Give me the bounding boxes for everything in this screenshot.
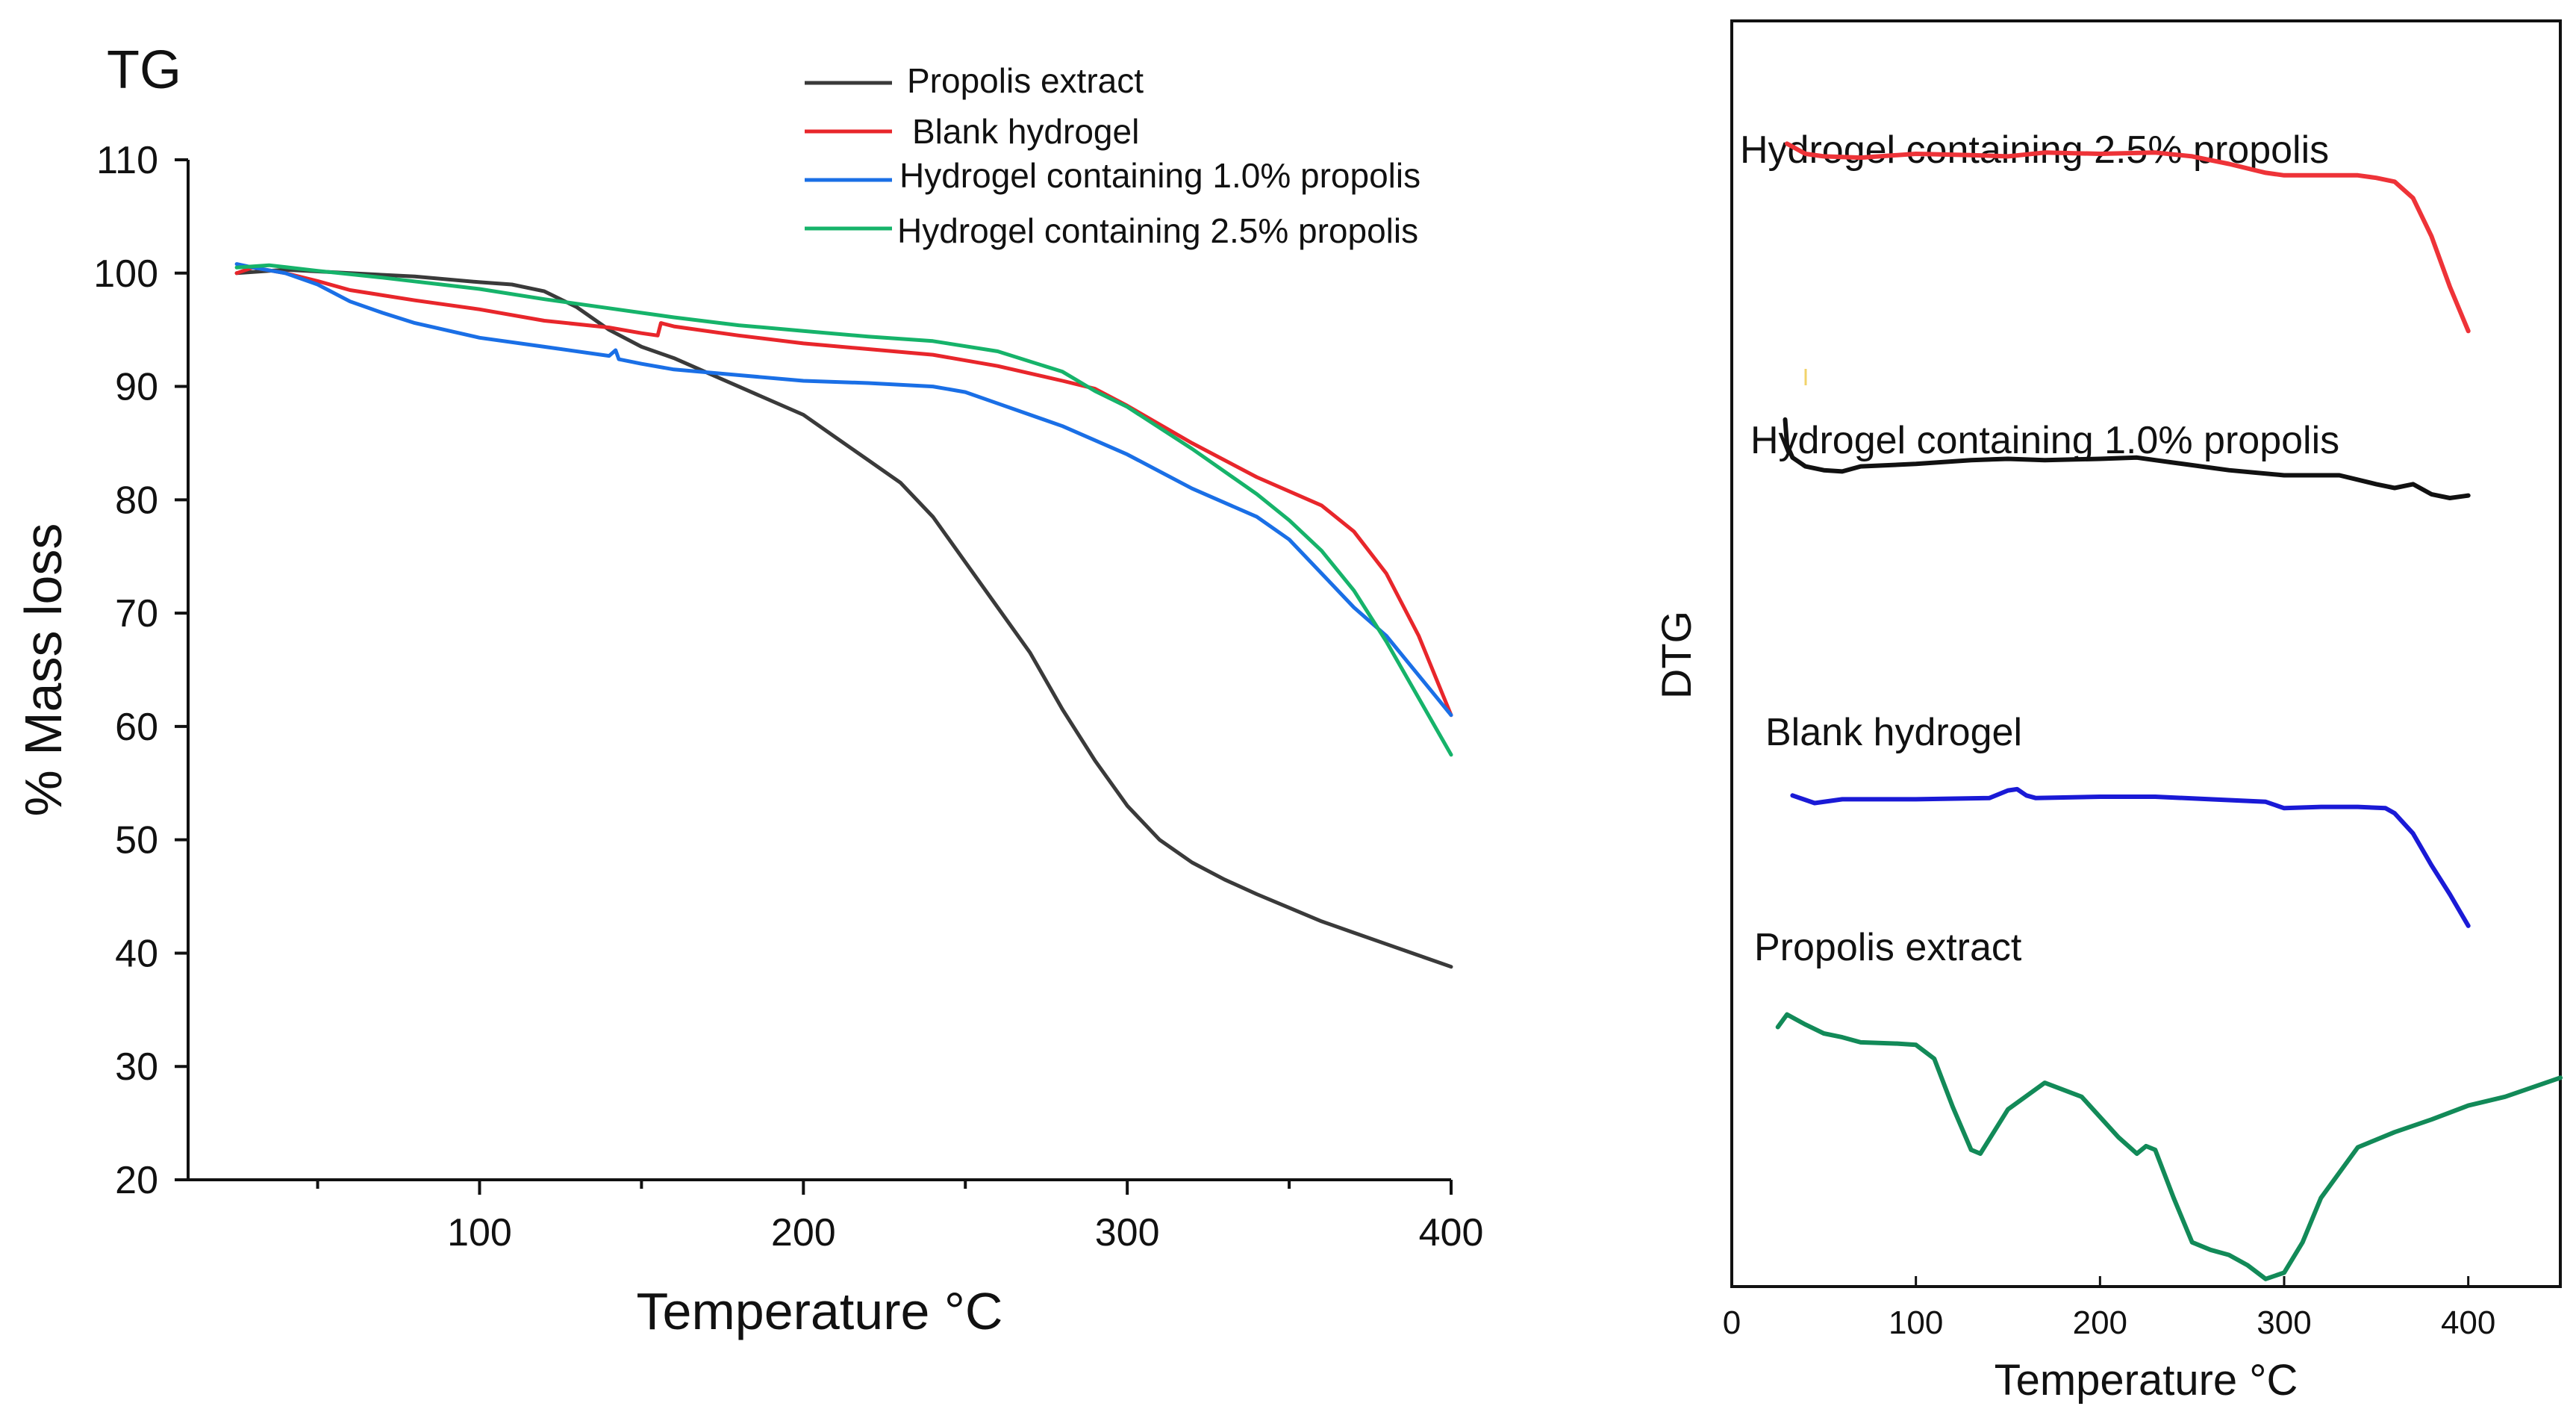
tg-chart: TG 20 30 40 50 60 70 80 90 100 110 100 200 300 400 Te… [14, 40, 1483, 1340]
tg-y-tick-label: 110 [96, 139, 158, 182]
tg-ticks: 20 30 40 50 60 70 80 90 100 110 100 200 300 400 [93, 139, 1483, 1254]
tg-legend: Propolis extract Blank hydrogel Hydrogel… [805, 61, 1420, 250]
tg-y-tick-label: 20 [115, 1159, 158, 1202]
legend-label-propolis-extract: Propolis extract [907, 61, 1144, 100]
tg-y-tick-label: 30 [115, 1045, 158, 1089]
dtg-y-axis-label: DTG [1653, 611, 1700, 699]
tg-y-tick-label: 70 [115, 592, 158, 635]
dtg-x-axis-label: Temperature °C [1995, 1356, 2298, 1405]
tg-y-tick-label: 80 [115, 479, 158, 522]
dtg-series-line-hydrogel-containing-1-0-propolis [1783, 417, 2471, 500]
tg-series-line-blank-hydrogel [234, 265, 1453, 718]
dtg-annotation-blank-hydrogel: Blank hydrogel [1765, 711, 2022, 754]
tg-x-tick-label: 200 [771, 1211, 836, 1254]
tg-x-tick-label: 400 [1419, 1211, 1484, 1254]
tg-series-group [234, 262, 1453, 969]
tg-title: TG [107, 40, 181, 100]
tg-x-tick-label: 100 [447, 1211, 512, 1254]
tg-y-tick-label: 50 [115, 819, 158, 862]
tg-y-tick-label: 60 [115, 706, 158, 749]
dtg-series-group [1775, 141, 2563, 1281]
dtg-plot-frame [1730, 19, 2562, 1288]
dtg-series-line-propolis-extract [1775, 1012, 2563, 1281]
dtg-series-line-blank-hydrogel [1790, 786, 2471, 928]
dtg-ticks: 0 100 200 300 400 [1723, 1276, 2495, 1341]
tg-y-tick-label: 90 [115, 366, 158, 409]
dtg-x-tick-label: 400 [2441, 1304, 2495, 1341]
tg-series-line-propolis-extract [234, 267, 1453, 969]
dtg-x-tick-label: 100 [1889, 1304, 1943, 1341]
tg-y-axis-label: % Mass loss [14, 523, 72, 817]
dtg-chart: 0 100 200 300 400 Temperature °C DTG Hydroge… [1653, 19, 2563, 1405]
dtg-series-line-hydrogel-containing-2-5-propolis [1785, 141, 2471, 334]
tg-x-axis-label: Temperature °C [637, 1282, 1003, 1340]
legend-label-blank-hydrogel: Blank hydrogel [912, 112, 1139, 151]
dtg-x-tick-label: 300 [2257, 1304, 2311, 1341]
dtg-annotation-propolis-extract: Propolis extract [1754, 926, 2022, 969]
legend-label-hydrogel-1-0: Hydrogel containing 1.0% propolis [899, 156, 1420, 195]
legend-label-hydrogel-2-5: Hydrogel containing 2.5% propolis [897, 211, 1418, 250]
tg-y-tick-label: 40 [115, 932, 158, 975]
tg-x-tick-label: 300 [1095, 1211, 1160, 1254]
dtg-annotation-hydrogel-1-0: Hydrogel containing 1.0% propolis [1750, 419, 2339, 462]
tg-series-line-hydrogel-containing-1-0-propolis [234, 262, 1453, 718]
dtg-x-tick-label: 0 [1723, 1304, 1741, 1341]
tg-y-tick-label: 100 [93, 252, 158, 296]
tg-series-line-hydrogel-containing-2-5-propolis [234, 263, 1453, 757]
dtg-x-tick-label: 200 [2073, 1304, 2127, 1341]
